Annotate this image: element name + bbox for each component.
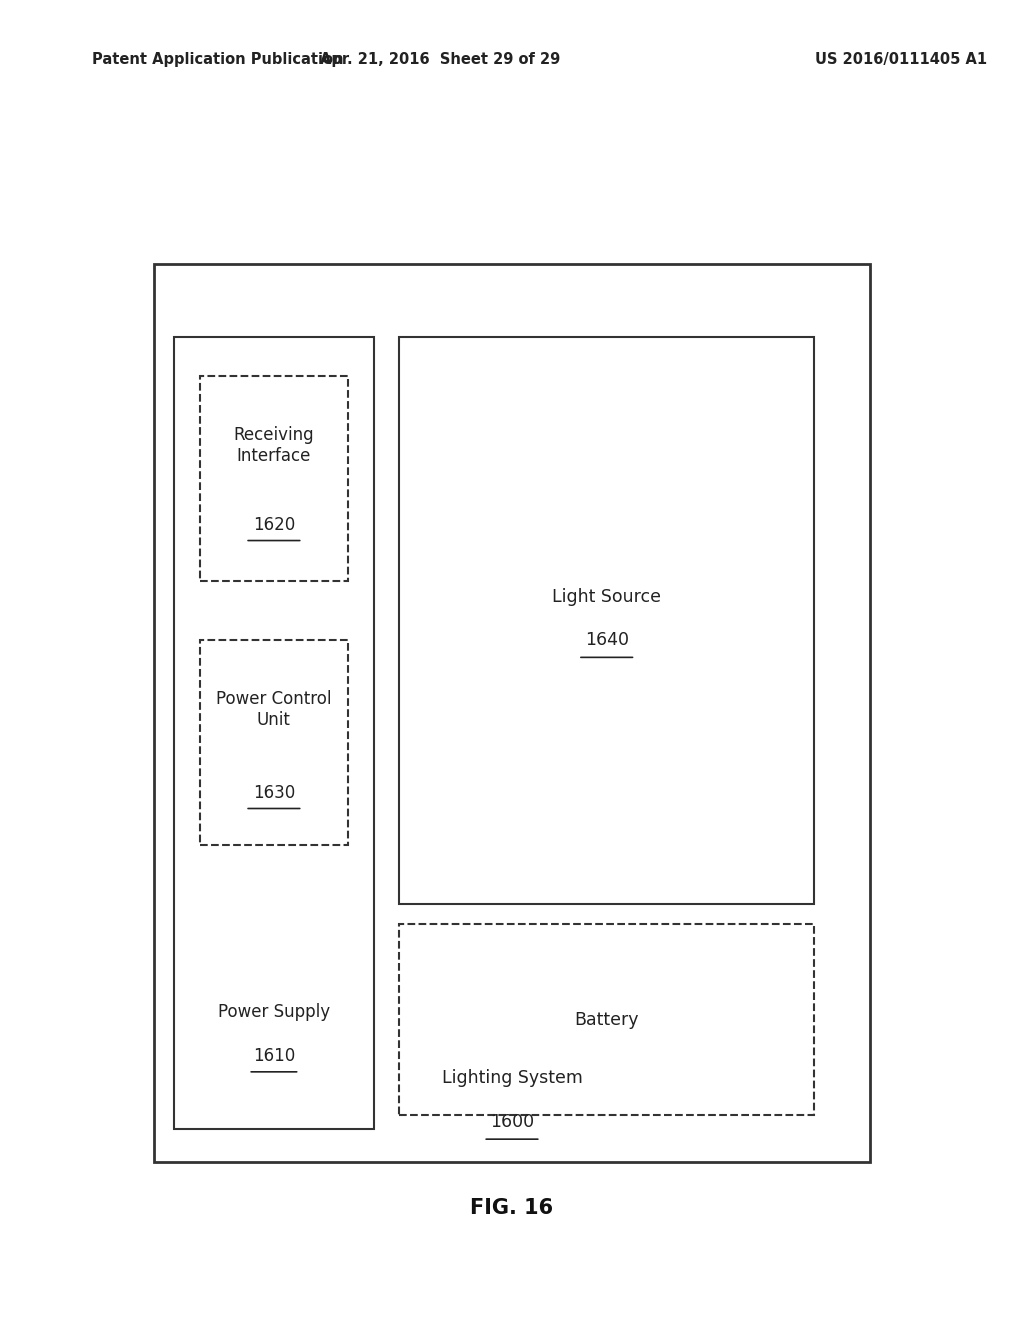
Text: FIG. 16: FIG. 16 (470, 1197, 554, 1218)
Text: 1640: 1640 (585, 631, 629, 649)
Text: Receiving
Interface: Receiving Interface (233, 426, 314, 465)
Text: Apr. 21, 2016  Sheet 29 of 29: Apr. 21, 2016 Sheet 29 of 29 (321, 51, 560, 67)
Text: Patent Application Publication: Patent Application Publication (92, 51, 344, 67)
Text: US 2016/0111405 A1: US 2016/0111405 A1 (815, 51, 987, 67)
Text: 1630: 1630 (253, 784, 295, 801)
Text: 1610: 1610 (253, 1047, 295, 1065)
Text: Power Control
Unit: Power Control Unit (216, 690, 332, 729)
Text: 1620: 1620 (253, 516, 295, 533)
Text: Battery: Battery (574, 1011, 639, 1028)
Text: Light Source: Light Source (552, 587, 662, 606)
Text: Lighting System: Lighting System (441, 1069, 583, 1088)
Text: 1600: 1600 (489, 1113, 535, 1131)
Text: Power Supply: Power Supply (218, 1003, 330, 1022)
